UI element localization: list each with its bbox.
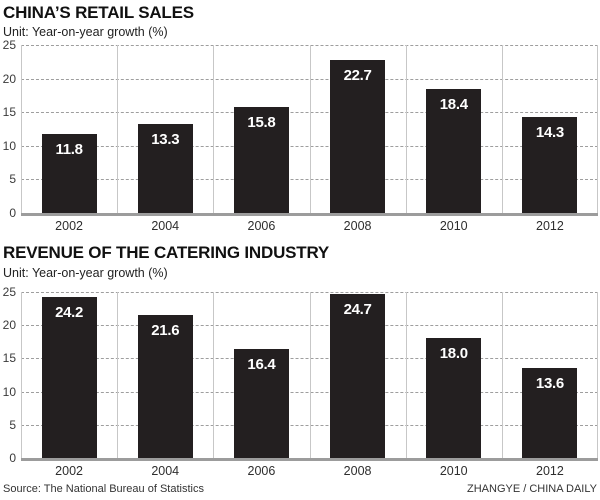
bar-2002: 11.8 (41, 133, 97, 213)
retail-sales-chart-title: CHINA’S RETAIL SALES (3, 3, 194, 22)
bar-2006: 16.4 (233, 349, 289, 458)
y-tick-label-20: 20 (2, 71, 16, 86)
y-tick-label-15: 15 (2, 351, 16, 366)
bar-2008: 24.7 (330, 294, 386, 458)
y-tick-label-20: 20 (2, 318, 16, 333)
gridline-5 (21, 424, 598, 426)
gridline-10 (21, 391, 598, 393)
bar-2004: 13.3 (137, 123, 193, 213)
catering-revenue-y-axis: 0 5 10 15 20 25 (0, 285, 16, 465)
vertical-divider (21, 45, 22, 213)
x-tick-label-2010: 2010 (439, 464, 468, 478)
vertical-divider (502, 292, 503, 458)
x-tick-label-2012: 2012 (536, 219, 564, 233)
bar-2012: 13.6 (522, 367, 578, 458)
x-tick-label-2004: 2004 (151, 219, 180, 233)
x-tick-label-2008: 2008 (343, 464, 372, 478)
bar-value-label: 18.4 (439, 96, 468, 114)
x-tick-label-2010: 2010 (439, 219, 468, 233)
source-attribution: Source: The National Bureau of Statistic… (3, 483, 204, 495)
bar-value-label: 13.6 (535, 374, 564, 392)
bar-2006: 15.8 (233, 106, 289, 213)
x-tick-label-2002: 2002 (55, 219, 83, 233)
bar-value-label: 11.8 (55, 140, 83, 158)
vertical-divider (597, 45, 598, 213)
vertical-divider (310, 292, 311, 458)
catering-revenue-plot-area: 24.2 21.6 16.4 24.7 18.0 13.6 (21, 292, 598, 461)
y-tick-label-25: 25 (2, 285, 16, 299)
catering-revenue-chart-unit-label: Unit: Year-on-year growth (%) (3, 266, 168, 280)
x-tick-label-2006: 2006 (247, 464, 276, 478)
y-tick-label-0: 0 (9, 206, 16, 220)
gridline-20 (21, 78, 598, 80)
vertical-divider (21, 292, 22, 458)
retail-sales-x-axis: 2002 2004 2006 2008 2010 2012 (21, 219, 598, 233)
y-tick-label-10: 10 (2, 138, 16, 153)
vertical-divider (310, 45, 311, 213)
y-tick-label-0: 0 (9, 451, 16, 465)
y-tick-label-25: 25 (2, 38, 16, 52)
gridline-20 (21, 325, 598, 327)
y-tick-label-5: 5 (9, 417, 16, 432)
gridline-15 (21, 358, 598, 360)
bar-value-label: 24.2 (55, 304, 84, 322)
bar-2010: 18.4 (426, 89, 482, 213)
vertical-divider (117, 45, 118, 213)
bar-value-label: 24.7 (343, 301, 372, 318)
retail-sales-plot-area: 11.8 13.3 15.8 22.7 18.4 14.3 (21, 45, 598, 216)
gridline-15 (21, 112, 598, 114)
bar-2008: 22.7 (330, 60, 386, 213)
bar-value-label: 13.3 (151, 130, 180, 148)
gridline-10 (21, 145, 598, 147)
bar-value-label: 21.6 (151, 321, 180, 339)
vertical-divider (213, 45, 214, 213)
x-tick-label-2012: 2012 (536, 464, 564, 478)
bar-2012: 14.3 (522, 116, 578, 213)
artist-credit: ZHANGYE / CHINA DAILY (467, 483, 597, 495)
bar-2010: 18.0 (426, 338, 482, 458)
y-tick-label-5: 5 (9, 172, 16, 187)
vertical-divider (117, 292, 118, 458)
catering-revenue-chart-title: REVENUE OF THE CATERING INDUSTRY (3, 243, 330, 262)
bar-2004: 21.6 (137, 314, 193, 458)
retail-sales-chart-unit-label: Unit: Year-on-year growth (%) (3, 25, 168, 39)
gridline-5 (21, 179, 598, 181)
x-tick-label-2004: 2004 (151, 464, 180, 478)
bar-value-label: 14.3 (535, 123, 564, 141)
retail-sales-y-axis: 0 5 10 15 20 25 (0, 38, 16, 220)
x-tick-label-2008: 2008 (343, 219, 372, 233)
bar-value-label: 18.0 (439, 345, 468, 363)
y-tick-label-10: 10 (2, 384, 16, 399)
gridline-25 (21, 45, 598, 46)
catering-revenue-x-axis: 2002 2004 2006 2008 2010 2012 (21, 464, 598, 478)
vertical-divider (406, 45, 407, 213)
bar-value-label: 16.4 (247, 356, 276, 374)
y-tick-label-15: 15 (2, 105, 16, 120)
vertical-divider (502, 45, 503, 213)
vertical-divider (406, 292, 407, 458)
bar-value-label: 15.8 (247, 113, 276, 131)
vertical-divider (213, 292, 214, 458)
bar-value-label: 22.7 (343, 67, 372, 85)
gridline-25 (21, 292, 598, 293)
bar-2002: 24.2 (41, 297, 97, 458)
vertical-divider (597, 292, 598, 458)
x-tick-label-2002: 2002 (55, 464, 83, 478)
x-tick-label-2006: 2006 (247, 219, 276, 233)
